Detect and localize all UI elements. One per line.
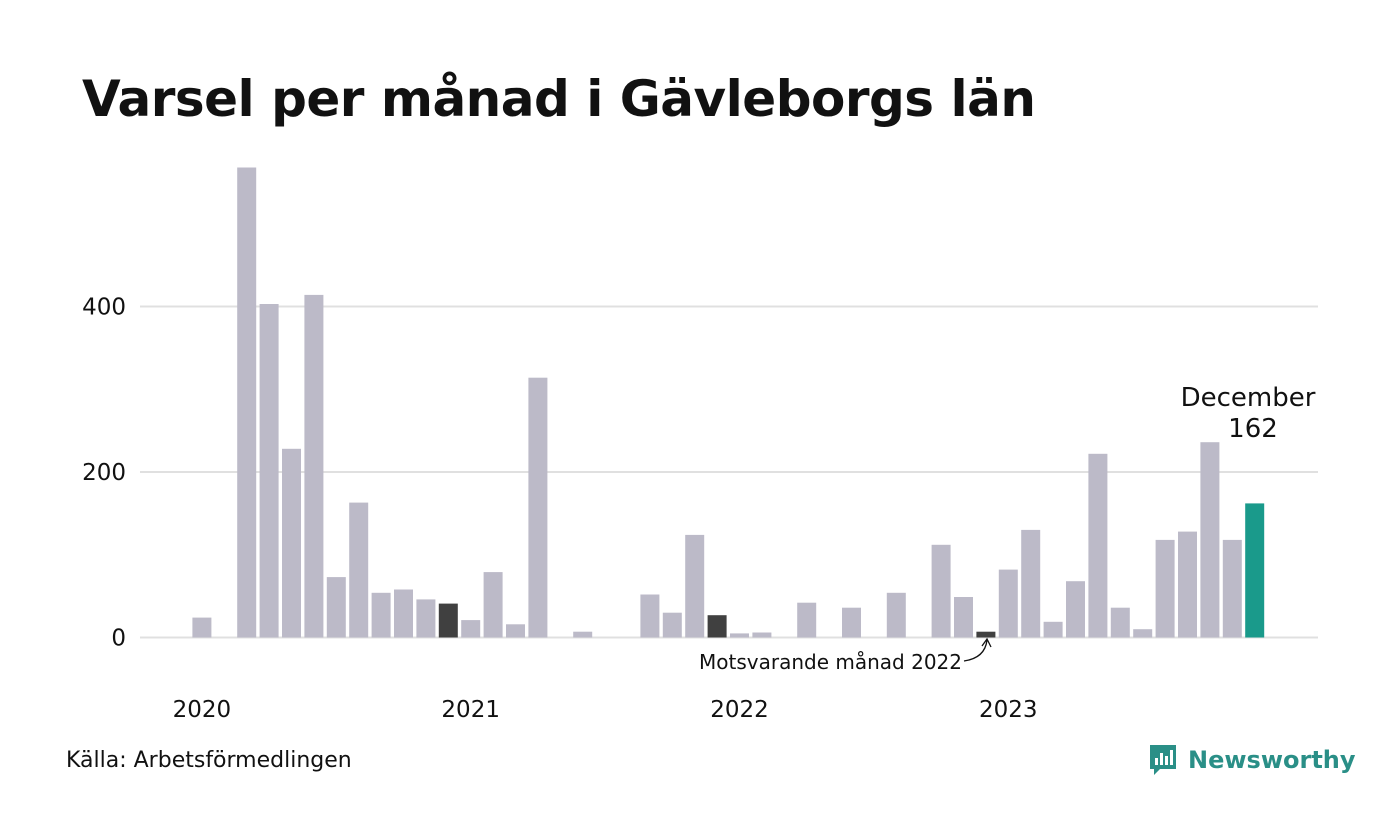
bar <box>1021 529 1041 638</box>
bar <box>842 607 861 638</box>
bar <box>886 592 906 638</box>
bar <box>1043 621 1063 638</box>
annotations: December 162 Motsvarande månad 2022 <box>699 383 1316 674</box>
y-axis-tick-labels: 0 200 400 <box>82 295 126 652</box>
x-tick-label: 2020 <box>173 697 232 723</box>
bar <box>192 617 212 638</box>
bar <box>326 577 346 638</box>
bar <box>640 594 660 638</box>
bar <box>394 589 413 638</box>
comparison-arrow <box>963 639 988 662</box>
bar <box>237 167 257 638</box>
current-value-label: 162 <box>1228 414 1278 444</box>
bar <box>998 569 1018 638</box>
bar <box>1133 629 1153 638</box>
bar <box>1200 442 1220 638</box>
comparison-arrow-head <box>981 637 992 648</box>
x-tick-label: 2021 <box>441 697 500 723</box>
bar-current-month <box>1245 503 1265 638</box>
bar <box>573 631 593 638</box>
bar <box>461 620 481 638</box>
bar <box>528 377 548 638</box>
chart-title: Varsel per månad i Gävleborgs län <box>82 70 1036 128</box>
source-note: Källa: Arbetsförmedlingen <box>66 748 352 773</box>
y-tick-label: 400 <box>82 295 126 321</box>
bar <box>349 502 369 638</box>
comparison-month-label: Motsvarande månad 2022 <box>699 650 962 674</box>
x-tick-label: 2022 <box>710 697 769 723</box>
bar <box>416 599 436 638</box>
brand-logo: Newsworthy <box>1148 743 1356 777</box>
bar <box>506 624 525 638</box>
brand-name: Newsworthy <box>1188 746 1356 774</box>
bar-december <box>707 615 727 638</box>
x-tick-label: 2023 <box>979 697 1038 723</box>
bar <box>1178 531 1197 638</box>
bar <box>304 294 324 638</box>
newsworthy-bar-chart-icon <box>1150 745 1176 775</box>
bar <box>797 602 817 638</box>
bar <box>1155 539 1175 638</box>
bar <box>931 544 951 638</box>
current-month-label: December <box>1181 383 1316 413</box>
bar <box>1222 539 1242 638</box>
bar <box>371 592 391 638</box>
bar <box>1066 581 1085 638</box>
bar-december <box>438 603 458 638</box>
bar <box>662 612 682 638</box>
bar <box>1110 607 1130 638</box>
bar <box>483 572 503 638</box>
bar <box>259 304 279 638</box>
bar <box>730 633 749 638</box>
x-axis-tick-labels: 2020 2021 2022 2023 <box>173 697 1038 723</box>
y-tick-label: 0 <box>111 626 126 652</box>
bar-december <box>976 631 996 638</box>
bar <box>1088 453 1108 638</box>
bar <box>752 632 772 638</box>
bars <box>192 167 1265 638</box>
bar <box>282 448 301 638</box>
bar <box>685 534 705 638</box>
bar <box>954 597 973 638</box>
y-tick-label: 200 <box>82 460 126 486</box>
